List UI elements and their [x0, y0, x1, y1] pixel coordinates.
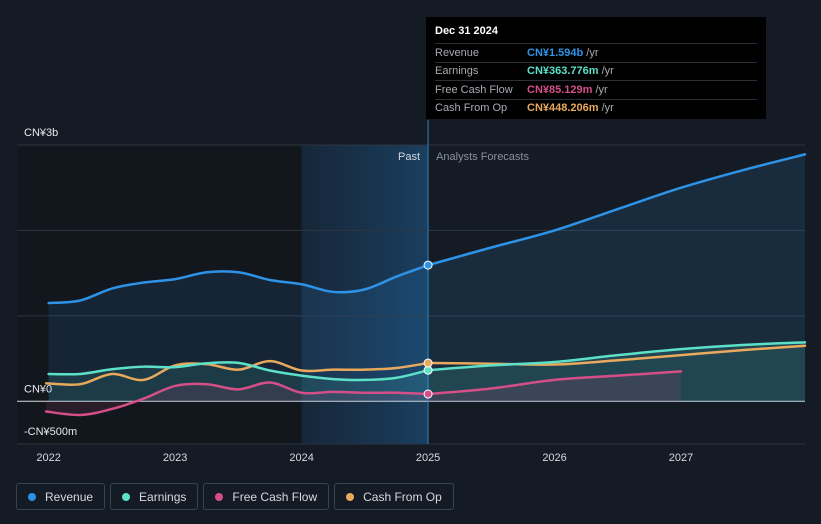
tooltip-value: CN¥85.129m — [527, 83, 593, 96]
legend-label: Free Cash Flow — [232, 489, 318, 504]
tooltip-row-revenue: Revenue CN¥1.594b /yr — [435, 43, 757, 62]
tooltip-label: Cash From Op — [435, 102, 508, 115]
legend-label: Revenue — [45, 489, 94, 504]
legend-label: Cash From Op — [363, 489, 442, 504]
tooltip-unit: /yr — [586, 46, 599, 59]
free-cash-flow-forecast-line — [426, 370, 683, 396]
tooltip-label: Free Cash Flow — [435, 83, 513, 96]
legend-item-free-cash-flow[interactable]: Free Cash Flow — [203, 483, 330, 510]
revenue-past-line — [47, 263, 430, 305]
legend-label: Earnings — [139, 489, 187, 504]
tooltip-value: CN¥363.776m — [527, 65, 599, 78]
y-tick-label: CN¥0 — [24, 383, 52, 395]
earnings-past-line — [47, 361, 430, 382]
tooltip-value: CN¥1.594b — [527, 46, 584, 59]
legend-item-revenue[interactable]: Revenue — [16, 483, 106, 510]
legend-dot-icon — [122, 492, 131, 501]
tooltip-row-earnings: Earnings CN¥363.776m /yr — [435, 61, 757, 81]
free-cash-flow-marker — [423, 389, 433, 399]
legend-dot-icon — [215, 492, 224, 501]
tooltip-unit: /yr — [601, 102, 614, 115]
free-cash-flow-past-line — [44, 381, 430, 417]
tooltip-value: CN¥448.206m — [527, 102, 599, 115]
cash-from-op-forecast-line — [426, 344, 807, 366]
tooltip-panel: Dec 31 2024 Revenue CN¥1.594b /yr Earnin… — [426, 17, 766, 119]
forecast-label: Analysts Forecasts — [436, 151, 529, 163]
earnings-forecast-area — [428, 342, 805, 402]
y-tick-label: CN¥3b — [24, 127, 58, 139]
x-tick-label: 2027 — [669, 452, 693, 464]
tooltip-unit: /yr — [601, 65, 614, 78]
tooltip-label: Earnings — [435, 65, 479, 78]
revenue-forecast-area — [428, 154, 805, 402]
cash-from-op-past-line — [44, 359, 430, 386]
legend-item-earnings[interactable]: Earnings — [110, 483, 199, 510]
x-tick-label: 2022 — [36, 452, 60, 464]
tooltip-row-free-cash-flow: Free Cash Flow CN¥85.129m /yr — [435, 80, 757, 99]
legend-dot-icon — [346, 492, 355, 501]
tooltip-unit: /yr — [595, 83, 608, 96]
past-label: Past — [398, 151, 420, 163]
tooltip-date: Dec 31 2024 — [435, 25, 498, 37]
legend-dot-icon — [28, 492, 36, 501]
earnings-forecast-line — [426, 341, 807, 372]
x-tick-label: 2024 — [289, 452, 313, 464]
tooltip-label: Revenue — [435, 46, 480, 59]
revenue-marker — [423, 260, 433, 270]
x-tick-label: 2026 — [542, 452, 566, 464]
legend-item-cash-from-op[interactable]: Cash From Op — [334, 483, 454, 510]
free-cash-flow-past-area — [46, 382, 429, 415]
x-tick-label: 2025 — [416, 452, 440, 464]
y-tick-label: -CN¥500m — [24, 426, 77, 438]
tooltip-row-cash-from-op: Cash From Op CN¥448.206m /yr — [435, 98, 757, 118]
legend: Revenue Earnings Free Cash Flow Cash Fro… — [16, 483, 454, 510]
free-cash-flow-forecast-area — [428, 371, 682, 402]
cash-from-op-marker — [423, 358, 433, 368]
revenue-forecast-line — [426, 153, 807, 267]
x-tick-label: 2023 — [163, 452, 187, 464]
